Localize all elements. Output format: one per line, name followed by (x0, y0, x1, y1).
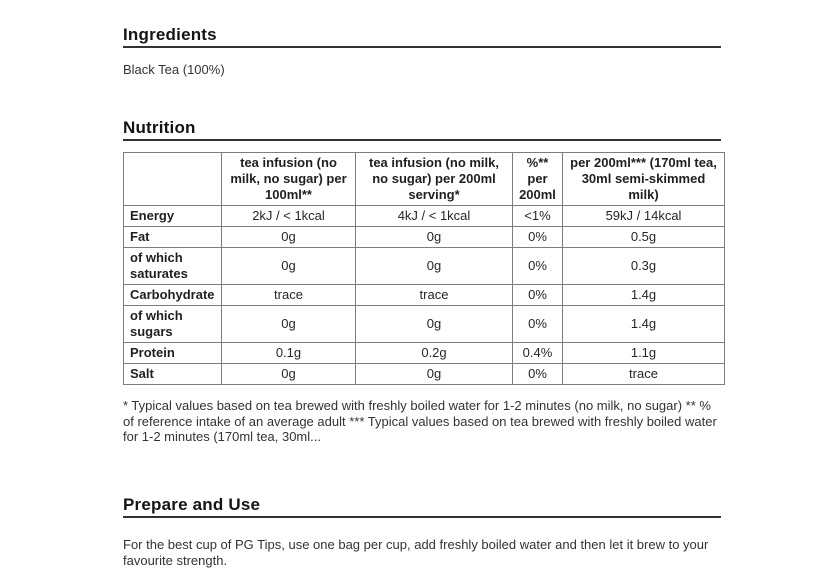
nutrient-value: 0g (221, 226, 356, 248)
nutrient-value: 0.4% (512, 342, 563, 364)
nutrient-value: 1.4g (562, 305, 725, 343)
table-row: Salt 0g 0g 0% trace (123, 363, 725, 385)
nutrient-value: 0% (512, 226, 563, 248)
column-header-percent-per-200ml: %** per 200ml (512, 152, 563, 206)
column-header-per-200ml-with-milk: per 200ml*** (170ml tea, 30ml semi-skimm… (562, 152, 725, 206)
table-row: Energy 2kJ / < 1kcal 4kJ / < 1kcal <1% 59kJ … (123, 205, 725, 227)
nutrient-value: 4kJ / < 1kcal (355, 205, 513, 227)
nutrition-table: tea infusion (no milk, no sugar) per 100… (123, 152, 725, 385)
table-row: of which saturates 0g 0g 0% 0.3g (123, 247, 725, 285)
ingredients-heading: Ingredients (123, 25, 721, 48)
nutrient-value: trace (562, 363, 725, 385)
nutrient-value: 0g (221, 305, 356, 343)
nutrient-value: 0g (355, 363, 513, 385)
nutrition-heading: Nutrition (123, 118, 721, 141)
nutrient-value: 2kJ / < 1kcal (221, 205, 356, 227)
nutrient-value: trace (355, 284, 513, 306)
column-header-per-100ml: tea infusion (no milk, no sugar) per 100… (221, 152, 356, 206)
nutrient-value: 0% (512, 247, 563, 285)
nutrient-value: 0% (512, 305, 563, 343)
nutrient-value: 0.2g (355, 342, 513, 364)
nutrient-label: Fat (123, 226, 222, 248)
nutrient-value: 0.1g (221, 342, 356, 364)
nutrient-value: 0g (221, 247, 356, 285)
nutrient-value: 0g (355, 247, 513, 285)
nutrient-value: 1.4g (562, 284, 725, 306)
nutrient-value: 0g (221, 363, 356, 385)
nutrient-value: 59kJ / 14kcal (562, 205, 725, 227)
nutrient-label: of which saturates (123, 247, 222, 285)
table-header-row: tea infusion (no milk, no sugar) per 100… (123, 152, 725, 206)
prepare-and-use-heading: Prepare and Use (123, 495, 721, 518)
nutrient-value: trace (221, 284, 356, 306)
ingredients-text: Black Tea (100%) (123, 62, 225, 77)
nutrition-footnote: * Typical values based on tea brewed wit… (123, 398, 717, 444)
nutrient-value: 0% (512, 284, 563, 306)
nutrient-label: Energy (123, 205, 222, 227)
nutrient-value: 0% (512, 363, 563, 385)
table-row: Protein 0.1g 0.2g 0.4% 1.1g (123, 342, 725, 364)
nutrient-label: Salt (123, 363, 222, 385)
nutrient-label: of which sugars (123, 305, 222, 343)
column-header-empty (123, 152, 222, 206)
nutrient-value: 0.5g (562, 226, 725, 248)
nutrient-value: 0.3g (562, 247, 725, 285)
prepare-and-use-text: For the best cup of PG Tips, use one bag… (123, 537, 709, 568)
nutrient-value: <1% (512, 205, 563, 227)
nutrient-value: 0g (355, 226, 513, 248)
nutrient-label: Carbohydrate (123, 284, 222, 306)
table-row: of which sugars 0g 0g 0% 1.4g (123, 305, 725, 343)
nutrient-value: 1.1g (562, 342, 725, 364)
table-row: Carbohydrate trace trace 0% 1.4g (123, 284, 725, 306)
table-row: Fat 0g 0g 0% 0.5g (123, 226, 725, 248)
column-header-per-200ml-serving: tea infusion (no milk, no sugar) per 200… (355, 152, 513, 206)
nutrient-value: 0g (355, 305, 513, 343)
nutrient-label: Protein (123, 342, 222, 364)
